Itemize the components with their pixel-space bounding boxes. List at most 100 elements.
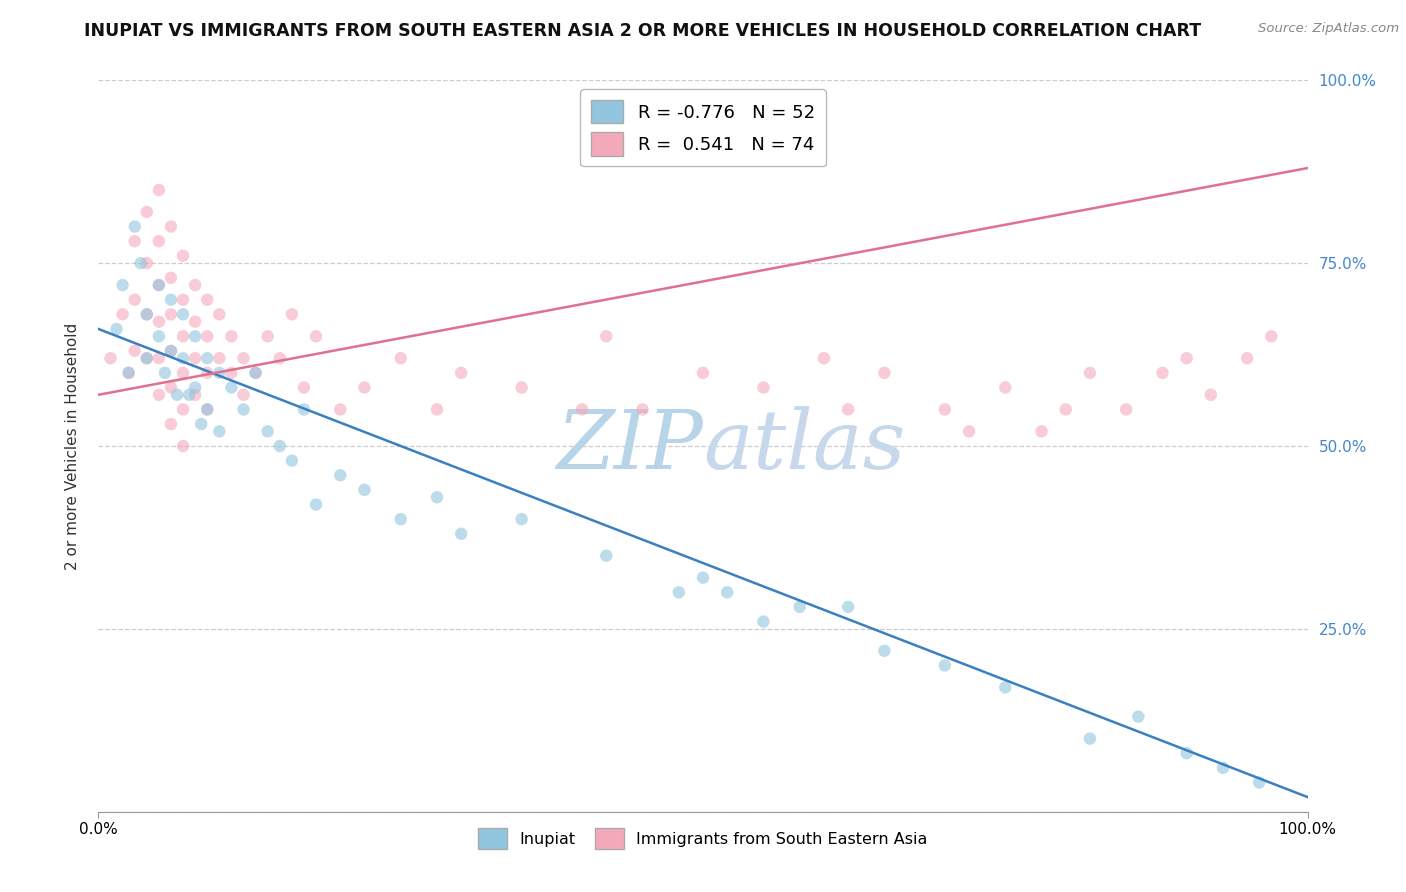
Point [148,388,170,402]
Point [292,402,315,417]
Point [1078,731,1101,746]
Point [124,343,146,358]
Point [595,329,617,343]
Point [668,585,690,599]
Point [692,571,714,585]
Point [195,351,218,366]
Point [135,351,157,366]
Point [1212,761,1234,775]
Point [873,644,896,658]
Point [184,329,207,343]
Point [172,366,194,380]
Point [1260,329,1282,343]
Point [160,270,183,285]
Point [148,183,170,197]
Text: Source: ZipAtlas.com: Source: ZipAtlas.com [1258,22,1399,36]
Point [256,425,278,439]
Point [160,343,183,358]
Point [934,658,956,673]
Point [118,366,141,380]
Point [195,366,218,380]
Point [135,307,157,321]
Point [1249,775,1271,789]
Point [426,490,449,504]
Y-axis label: 2 or more Vehicles in Household: 2 or more Vehicles in Household [65,322,80,570]
Point [135,307,157,321]
Point [1078,366,1101,380]
Point [208,351,231,366]
Point [1054,402,1077,417]
Point [195,402,218,417]
Point [172,307,194,321]
Text: ZIP: ZIP [557,406,703,486]
Point [692,366,714,380]
Point [172,439,194,453]
Point [1175,746,1198,760]
Point [195,293,218,307]
Text: INUPIAT VS IMMIGRANTS FROM SOUTH EASTERN ASIA 2 OR MORE VEHICLES IN HOUSEHOLD CO: INUPIAT VS IMMIGRANTS FROM SOUTH EASTERN… [84,22,1202,40]
Point [105,322,128,336]
Point [195,329,218,343]
Point [353,380,375,394]
Point [179,388,201,402]
Point [129,256,152,270]
Point [281,453,304,467]
Point [124,219,146,234]
Point [208,425,231,439]
Point [329,468,352,483]
Point [752,615,775,629]
Point [994,681,1017,695]
Point [100,351,122,366]
Point [118,366,141,380]
Point [184,351,207,366]
Point [135,351,157,366]
Point [450,526,472,541]
Point [184,388,207,402]
Point [934,402,956,417]
Point [172,329,194,343]
Point [195,402,218,417]
Point [190,417,212,431]
Point [1175,351,1198,366]
Point [1031,425,1053,439]
Point [148,234,170,248]
Point [148,315,170,329]
Point [873,366,896,380]
Point [208,307,231,321]
Point [837,402,859,417]
Point [269,439,291,453]
Point [135,256,157,270]
Point [184,380,207,394]
Point [426,402,449,417]
Point [1115,402,1137,417]
Point [789,599,811,614]
Point [595,549,617,563]
Point [510,512,533,526]
Point [1128,709,1150,723]
Point [172,402,194,417]
Point [631,402,654,417]
Point [160,219,183,234]
Point [389,351,412,366]
Point [172,351,194,366]
Point [389,512,412,526]
Point [208,366,231,380]
Point [269,351,291,366]
Point [305,329,328,343]
Point [160,293,183,307]
Point [994,380,1017,394]
Point [957,425,980,439]
Point [813,351,835,366]
Point [172,293,194,307]
Point [148,329,170,343]
Point [221,366,243,380]
Point [160,307,183,321]
Point [1152,366,1174,380]
Point [111,307,134,321]
Legend: Inupiat, Immigrants from South Eastern Asia: Inupiat, Immigrants from South Eastern A… [472,822,934,855]
Point [232,351,254,366]
Point [571,402,593,417]
Point [221,380,243,394]
Point [353,483,375,497]
Point [124,293,146,307]
